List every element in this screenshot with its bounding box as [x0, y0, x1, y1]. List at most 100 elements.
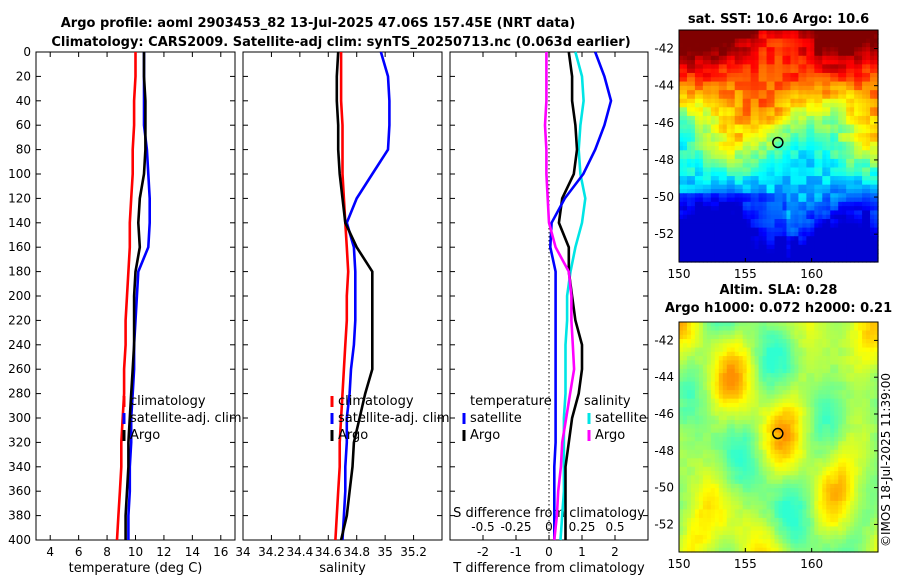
map-cell [858, 475, 863, 481]
x-tick-label: 155 [734, 267, 757, 281]
map-cell [870, 223, 875, 229]
map-cell [702, 390, 708, 396]
map-cell [758, 128, 764, 134]
map-cell [810, 398, 815, 404]
map-cell [730, 90, 736, 96]
map-cell [766, 133, 772, 139]
map-cell [730, 373, 736, 378]
map-cell [778, 210, 784, 216]
map-cell [770, 385, 776, 391]
map-cell [746, 197, 752, 203]
map-cell [698, 343, 704, 349]
map-cell [770, 351, 776, 357]
map-cell [758, 107, 764, 113]
map-cell [830, 330, 835, 336]
map-cell [826, 402, 831, 408]
map-cell [738, 68, 744, 74]
map-cell [870, 163, 875, 169]
map-cell [846, 201, 851, 207]
map-cell [742, 347, 748, 353]
map-cell [690, 394, 696, 400]
map-cell [750, 424, 756, 430]
map-cell [718, 193, 724, 199]
legend-label: satellite-adj. clim [338, 411, 450, 426]
map-cell [858, 111, 863, 117]
map-cell [758, 98, 764, 104]
map-cell [782, 188, 788, 194]
map-cell [858, 176, 863, 181]
map-cell [762, 219, 768, 224]
map-cell [746, 356, 752, 361]
map-cell [842, 64, 847, 70]
map-cell [806, 223, 811, 229]
map-cell [702, 458, 708, 464]
map-cell [810, 334, 815, 340]
map-cell [786, 193, 792, 199]
map-cell [766, 407, 772, 413]
map-cell [718, 146, 724, 151]
map-cell [790, 231, 796, 237]
map-cell [734, 146, 740, 151]
map-cell [866, 343, 871, 349]
map-cell [682, 34, 688, 40]
map-cell [718, 210, 724, 216]
map-cell [726, 171, 732, 177]
map-cell [842, 55, 847, 61]
map-cell [838, 171, 843, 177]
map-cell [682, 77, 688, 83]
map-cell [866, 441, 871, 447]
map-cell [810, 356, 815, 361]
map-cell [722, 133, 728, 139]
map-cell [826, 445, 831, 451]
map-cell [750, 107, 756, 113]
map-cell [818, 244, 823, 250]
map-cell [822, 219, 827, 224]
map-cell [858, 98, 863, 104]
map-cell [774, 85, 780, 91]
map-cell [818, 351, 823, 357]
map-cell [750, 351, 756, 357]
map-cell [710, 55, 716, 61]
map-cell [802, 206, 807, 212]
map-cell [762, 364, 768, 370]
map-cell [722, 163, 728, 169]
map-cell [866, 330, 871, 336]
map-cell [822, 180, 827, 186]
map-cell [694, 471, 700, 476]
map-cell [750, 90, 756, 96]
map-cell [778, 197, 784, 203]
map-cell [710, 240, 716, 246]
map-cell [714, 167, 720, 173]
map-cell [746, 223, 752, 229]
map-cell [834, 115, 839, 121]
map-cell [746, 34, 752, 40]
map-cell [746, 402, 752, 408]
map-cell [690, 330, 696, 336]
map-cell [870, 154, 875, 160]
map-cell [690, 30, 696, 35]
map-cell [870, 188, 875, 194]
map-cell [686, 483, 692, 489]
map-cell [782, 347, 788, 353]
map-cell [758, 180, 764, 186]
map-cell [842, 257, 847, 263]
map-cell [722, 466, 728, 472]
map-cell [822, 330, 827, 336]
map-cell [690, 462, 696, 468]
map-cell [826, 214, 831, 220]
map-cell [842, 488, 847, 493]
map-cell [750, 343, 756, 349]
map-cell [850, 219, 855, 224]
map-cell [834, 368, 839, 374]
map-cell [810, 385, 815, 391]
map-cell [826, 47, 831, 53]
map-cell [718, 326, 724, 332]
map-cell [698, 364, 704, 370]
map-cell [802, 424, 807, 430]
map-cell [742, 475, 748, 481]
map-cell [730, 402, 736, 408]
map-cell [850, 167, 855, 173]
map-cell [706, 483, 712, 489]
map-cell [702, 492, 708, 498]
map-cell [702, 360, 708, 366]
